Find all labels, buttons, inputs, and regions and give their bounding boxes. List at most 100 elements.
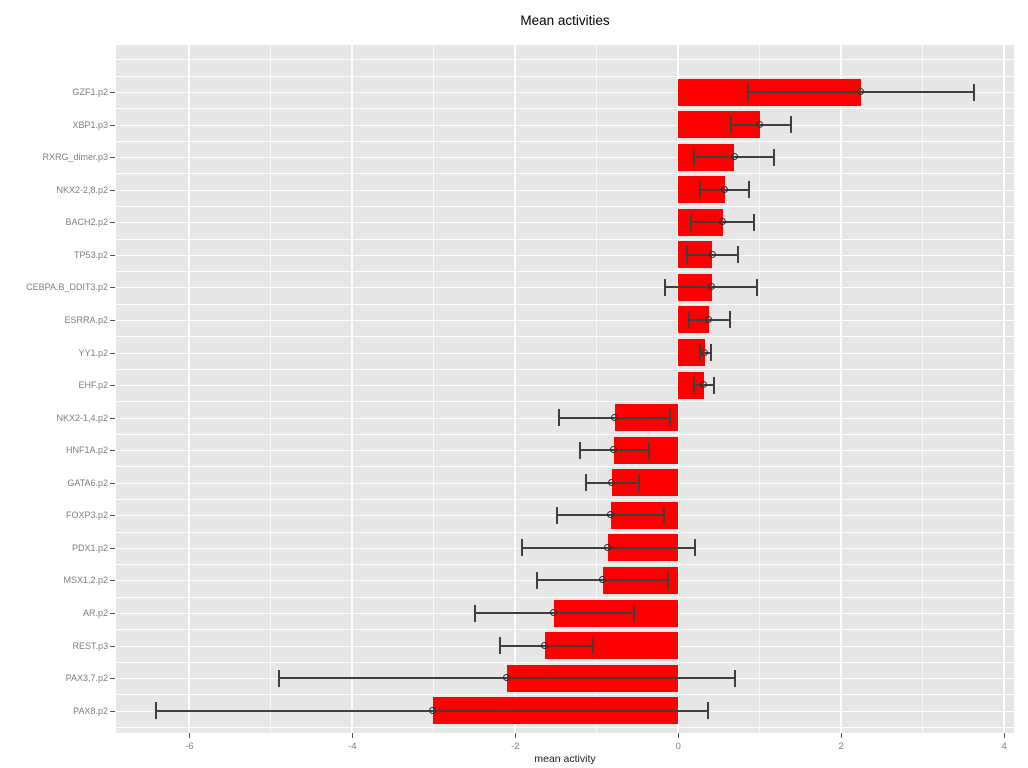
- y-axis-label: TP53.p2: [73, 249, 108, 260]
- plot-panel: [116, 45, 1014, 733]
- y-axis-tick: [110, 352, 115, 354]
- gridline-horizontal: [116, 531, 1014, 533]
- y-axis-tick: [110, 417, 115, 419]
- gridline-horizontal: [116, 499, 1014, 500]
- y-axis-label: REST.p3: [72, 640, 108, 651]
- gridline-horizontal: [116, 206, 1014, 207]
- error-bar-cap-high: [632, 604, 635, 622]
- y-axis-label: XBP1.p3: [72, 119, 108, 130]
- y-axis-label: HNF1A.p2: [65, 445, 108, 456]
- x-axis-tick-label: 4: [1001, 741, 1007, 752]
- point-marker: [705, 315, 713, 323]
- point-marker: [700, 381, 708, 388]
- y-axis-tick: [110, 613, 115, 614]
- gridline-horizontal: [116, 189, 1014, 191]
- point-marker: [609, 446, 617, 454]
- error-bar-cap-low: [687, 311, 690, 329]
- error-bar-cap-low: [578, 441, 581, 459]
- gridline-horizontal: [116, 433, 1014, 435]
- error-bar-cap-high: [693, 539, 696, 557]
- y-axis-label: GATA6.p2: [67, 477, 108, 488]
- gridline-horizontal: [116, 352, 1014, 354]
- gridline-horizontal: [116, 238, 1014, 240]
- error-bar-cap-low: [698, 344, 701, 361]
- error-bar-cap-high: [647, 441, 650, 459]
- point-marker: [598, 576, 606, 584]
- error-bar-cap-high: [973, 83, 976, 101]
- error-bar-cap-high: [638, 474, 641, 492]
- error-bar-cap-low: [664, 278, 667, 296]
- gridline-horizontal: [116, 124, 1014, 126]
- error-bar-cap-high: [789, 116, 792, 134]
- gridline-horizontal: [116, 694, 1014, 696]
- error-bar-cap-high: [666, 571, 669, 589]
- error-bar-cap-low: [692, 148, 695, 166]
- error-bar-cap-low: [154, 702, 157, 720]
- y-axis-label: PAX3,7.p2: [65, 673, 108, 684]
- point-marker: [503, 674, 511, 682]
- gridline-vertical-major: [840, 45, 843, 733]
- y-axis-label: GZF1.p2: [72, 87, 108, 97]
- gridline-horizontal: [116, 661, 1014, 663]
- gridline-horizontal: [116, 482, 1014, 484]
- x-axis-tick-label: 0: [675, 741, 681, 752]
- gridline-horizontal: [116, 75, 1014, 77]
- point-marker: [720, 185, 728, 193]
- y-axis-label: PDX1.p2: [71, 542, 108, 553]
- error-bar-cap-high: [591, 637, 594, 654]
- gridline-horizontal: [116, 450, 1014, 452]
- gridline-horizontal: [116, 254, 1014, 256]
- error-bar-cap-low: [498, 637, 501, 654]
- error-bar-cap-high: [772, 148, 775, 166]
- y-axis-tick: [110, 189, 115, 191]
- gridline-horizontal: [116, 222, 1014, 224]
- y-axis-label: AR.p2: [82, 608, 108, 618]
- point-marker: [719, 218, 727, 226]
- y-axis-tick: [110, 92, 115, 93]
- gridline-vertical-major: [188, 45, 191, 733]
- y-axis-label: BACH2.p2: [65, 217, 108, 228]
- gridline-horizontal: [116, 108, 1014, 110]
- y-axis-label: RXRG_dimer.p3: [42, 152, 108, 163]
- y-axis-tick: [110, 254, 115, 256]
- y-axis-label: NKX2-1,4.p2: [56, 412, 108, 423]
- error-bar-cap-low: [686, 246, 689, 264]
- gridline-horizontal: [116, 287, 1014, 289]
- error-bar-cap-high: [669, 409, 672, 427]
- gridline-horizontal: [116, 319, 1014, 321]
- error-bar-cap-high: [736, 246, 739, 264]
- error-bar-cap-low: [699, 181, 702, 199]
- point-marker: [429, 706, 436, 714]
- y-axis-tick: [110, 482, 115, 484]
- point-marker: [755, 120, 763, 128]
- y-axis-label: MSX1,2.p2: [63, 575, 108, 586]
- y-axis-tick: [110, 515, 115, 517]
- y-axis-tick: [110, 157, 115, 159]
- y-axis-tick: [110, 319, 115, 321]
- point-marker: [708, 250, 716, 258]
- point-marker: [701, 348, 709, 356]
- x-axis-tick: [841, 733, 843, 738]
- y-axis-label: CEBPA.B_DDIT3.p2: [26, 282, 108, 293]
- y-axis-label: YY1.p2: [78, 347, 108, 358]
- error-bar-cap-low: [690, 213, 693, 231]
- y-axis-tick: [110, 678, 115, 680]
- y-axis-tick: [110, 385, 115, 386]
- gridline-horizontal: [116, 726, 1014, 728]
- error-bar-cap-low: [746, 83, 749, 101]
- error-bar-cap-low: [585, 474, 588, 492]
- x-axis-tick-label: -6: [185, 741, 194, 752]
- gridline-horizontal: [116, 173, 1014, 175]
- y-axis-tick: [110, 222, 115, 224]
- gridline-vertical-minor: [433, 45, 435, 733]
- y-axis-label: EHF.p2: [78, 380, 108, 390]
- point-marker: [550, 609, 558, 616]
- point-marker: [730, 153, 738, 161]
- error-bar-cap-high: [713, 376, 716, 394]
- gridline-horizontal: [116, 140, 1014, 142]
- error-bar-cap-high: [709, 344, 712, 361]
- gridline-horizontal: [116, 59, 1014, 61]
- x-axis-tick-label: -4: [348, 741, 357, 752]
- error-bar-cap-high: [734, 669, 737, 687]
- point-marker: [606, 511, 614, 519]
